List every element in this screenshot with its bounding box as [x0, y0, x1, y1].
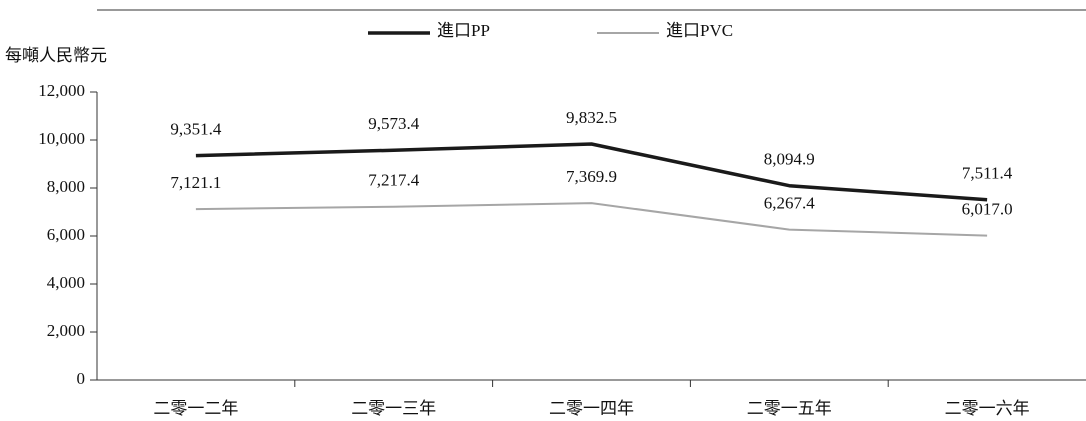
x-tick-label: 二零一三年 — [351, 399, 436, 418]
data-label: 6,017.0 — [962, 199, 1013, 218]
y-axis-label: 每噸人民幣元 — [5, 46, 107, 65]
x-tick-label: 二零一二年 — [153, 399, 238, 418]
data-label: 9,832.5 — [566, 108, 617, 127]
y-tick-label: 10,000 — [38, 129, 85, 148]
y-tick-label: 12,000 — [38, 81, 85, 100]
x-tick-label: 二零一六年 — [945, 399, 1030, 418]
y-tick-label: 8,000 — [47, 177, 85, 196]
data-label: 7,511.4 — [962, 164, 1013, 183]
y-tick-label: 4,000 — [47, 273, 85, 292]
data-label: 9,351.4 — [170, 119, 222, 138]
series-line — [195, 202, 988, 237]
x-tick-label: 二零一五年 — [747, 399, 832, 418]
data-label: 9,573.4 — [368, 114, 420, 133]
data-label: 7,369.9 — [566, 167, 617, 186]
x-tick-label: 二零一四年 — [549, 399, 634, 418]
y-tick-label: 2,000 — [47, 321, 85, 340]
data-label: 7,121.1 — [170, 173, 221, 192]
data-label: 8,094.9 — [764, 150, 815, 169]
series-line — [195, 142, 988, 202]
legend-label: 進口PP — [437, 21, 490, 40]
data-label: 7,217.4 — [368, 171, 420, 190]
data-label: 6,267.4 — [764, 193, 816, 212]
y-tick-label: 6,000 — [47, 225, 85, 244]
y-tick-label: 0 — [77, 369, 86, 388]
legend-label: 進口PVC — [666, 21, 733, 40]
